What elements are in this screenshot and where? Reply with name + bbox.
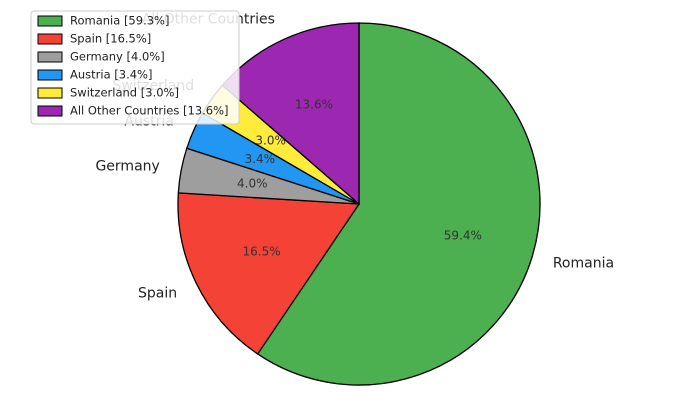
pct-label-all-other-countries: 13.6% — [295, 98, 333, 112]
category-label-spain: Spain — [138, 286, 177, 302]
legend-entry-spain: Spain [16.5%] — [70, 32, 151, 46]
legend-frame — [30, 10, 240, 125]
legend-swatch-austria — [37, 69, 63, 81]
legend-entry-germany: Germany [4.0%] — [70, 50, 165, 64]
percentage-labels: 59.4% 16.5% 4.0% 3.4% 3.0% 13.6% — [237, 98, 482, 259]
pie-slice-spain — [177, 192, 361, 355]
pct-label-romania: 59.4% — [444, 228, 482, 242]
legend-swatch-spain — [37, 33, 63, 45]
legend-entry-switzerland: Switzerland [3.0%] — [70, 86, 179, 100]
legend: Romania [59.3%] Spain [16.5%] Germany [4.0… — [30, 10, 240, 125]
legend-swatch-all-other-countries — [37, 105, 63, 117]
legend-entry-romania: Romania [59.3%] — [70, 14, 169, 28]
pie-slice-romania — [256, 22, 541, 386]
legend-swatch-switzerland — [37, 87, 63, 99]
category-label-romania: Romania — [553, 255, 614, 271]
pct-label-germany: 4.0% — [237, 176, 268, 190]
legend-swatch-germany — [37, 51, 63, 63]
category-label-germany: Germany — [95, 158, 159, 174]
legend-swatch-romania — [37, 15, 63, 27]
legend-entry-austria: Austria [3.4%] — [70, 68, 152, 82]
pct-label-austria: 3.4% — [245, 152, 276, 166]
pct-label-switzerland: 3.0% — [255, 133, 286, 147]
legend-entry-all-other-countries: All Other Countries [13.6%] — [70, 104, 229, 118]
pct-label-spain: 16.5% — [243, 244, 281, 258]
